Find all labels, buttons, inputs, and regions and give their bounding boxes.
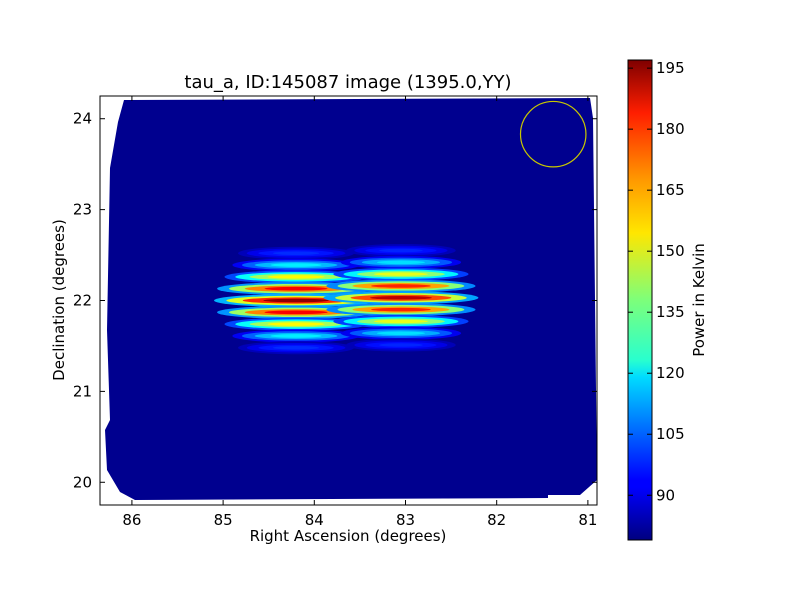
fringe-band-source-2: [379, 343, 423, 347]
x-tick-label: 86: [122, 511, 141, 529]
fringe-band-source-2: [371, 307, 431, 312]
plot-area: [99, 95, 598, 506]
x-tick-label: 81: [578, 511, 597, 529]
fringe-band-source-1: [263, 298, 329, 303]
colorbar-tick-label: 105: [656, 425, 685, 443]
chart-title: tau_a, ID:145087 image (1395.0,YY): [184, 72, 511, 93]
colorbar-tick-label: 120: [656, 364, 685, 382]
x-axis-label: Right Ascension (degrees): [250, 527, 447, 545]
source-fringes: [213, 244, 479, 355]
y-tick-label: 23: [73, 201, 92, 219]
fringe-band-source-1: [270, 263, 322, 267]
fringe-band-source-1: [270, 334, 322, 338]
fringe-band-source-2: [369, 296, 432, 300]
colorbar-gradient: [627, 59, 653, 541]
colorbar-tick-label: 165: [656, 181, 685, 199]
beam-circle: [519, 100, 587, 168]
colorbar-tick-label: 90: [656, 486, 675, 504]
y-axis: 20 21 22 23 24: [73, 110, 597, 491]
y-tick-label: 24: [73, 110, 92, 128]
fringe-band-source-2: [376, 260, 426, 265]
fringe-band-source-1: [267, 275, 325, 279]
colorbar-tick-label: 135: [656, 303, 685, 321]
colorbar: 90 105 120 135 150 165 180 195 Power in Kelvin: [627, 59, 708, 541]
y-tick-label: 20: [73, 473, 92, 491]
fringe-band-source-1: [267, 322, 325, 326]
fringe-band-source-1: [272, 345, 320, 350]
y-tick-label: 21: [73, 382, 92, 400]
fringe-band-source-2: [379, 248, 423, 253]
fringe-band-source-2: [376, 331, 426, 335]
fringe-band-source-2: [373, 319, 428, 324]
x-tick-label: 83: [396, 511, 415, 529]
x-tick-label: 85: [214, 511, 233, 529]
x-axis: 86 85 84 83 82 81: [122, 96, 597, 529]
fringe-band-source-1: [272, 251, 320, 256]
y-axis-label: Declination (degrees): [50, 219, 68, 381]
fringe-band-source-2: [371, 284, 431, 288]
fringe-band-source-2: [373, 272, 428, 276]
colorbar-ticks: 90 105 120 135 150 165 180 195: [628, 59, 685, 504]
y-tick-label: 22: [73, 292, 92, 310]
colorbar-tick-label: 180: [656, 120, 685, 138]
fringe-band-source-1: [264, 310, 328, 315]
x-tick-label: 82: [487, 511, 506, 529]
fringe-band-source-1: [264, 286, 328, 291]
colorbar-tick-label: 195: [656, 59, 685, 77]
colorbar-tick-label: 150: [656, 242, 685, 260]
x-tick-label: 84: [305, 511, 324, 529]
colorbar-label: Power in Kelvin: [690, 243, 708, 357]
